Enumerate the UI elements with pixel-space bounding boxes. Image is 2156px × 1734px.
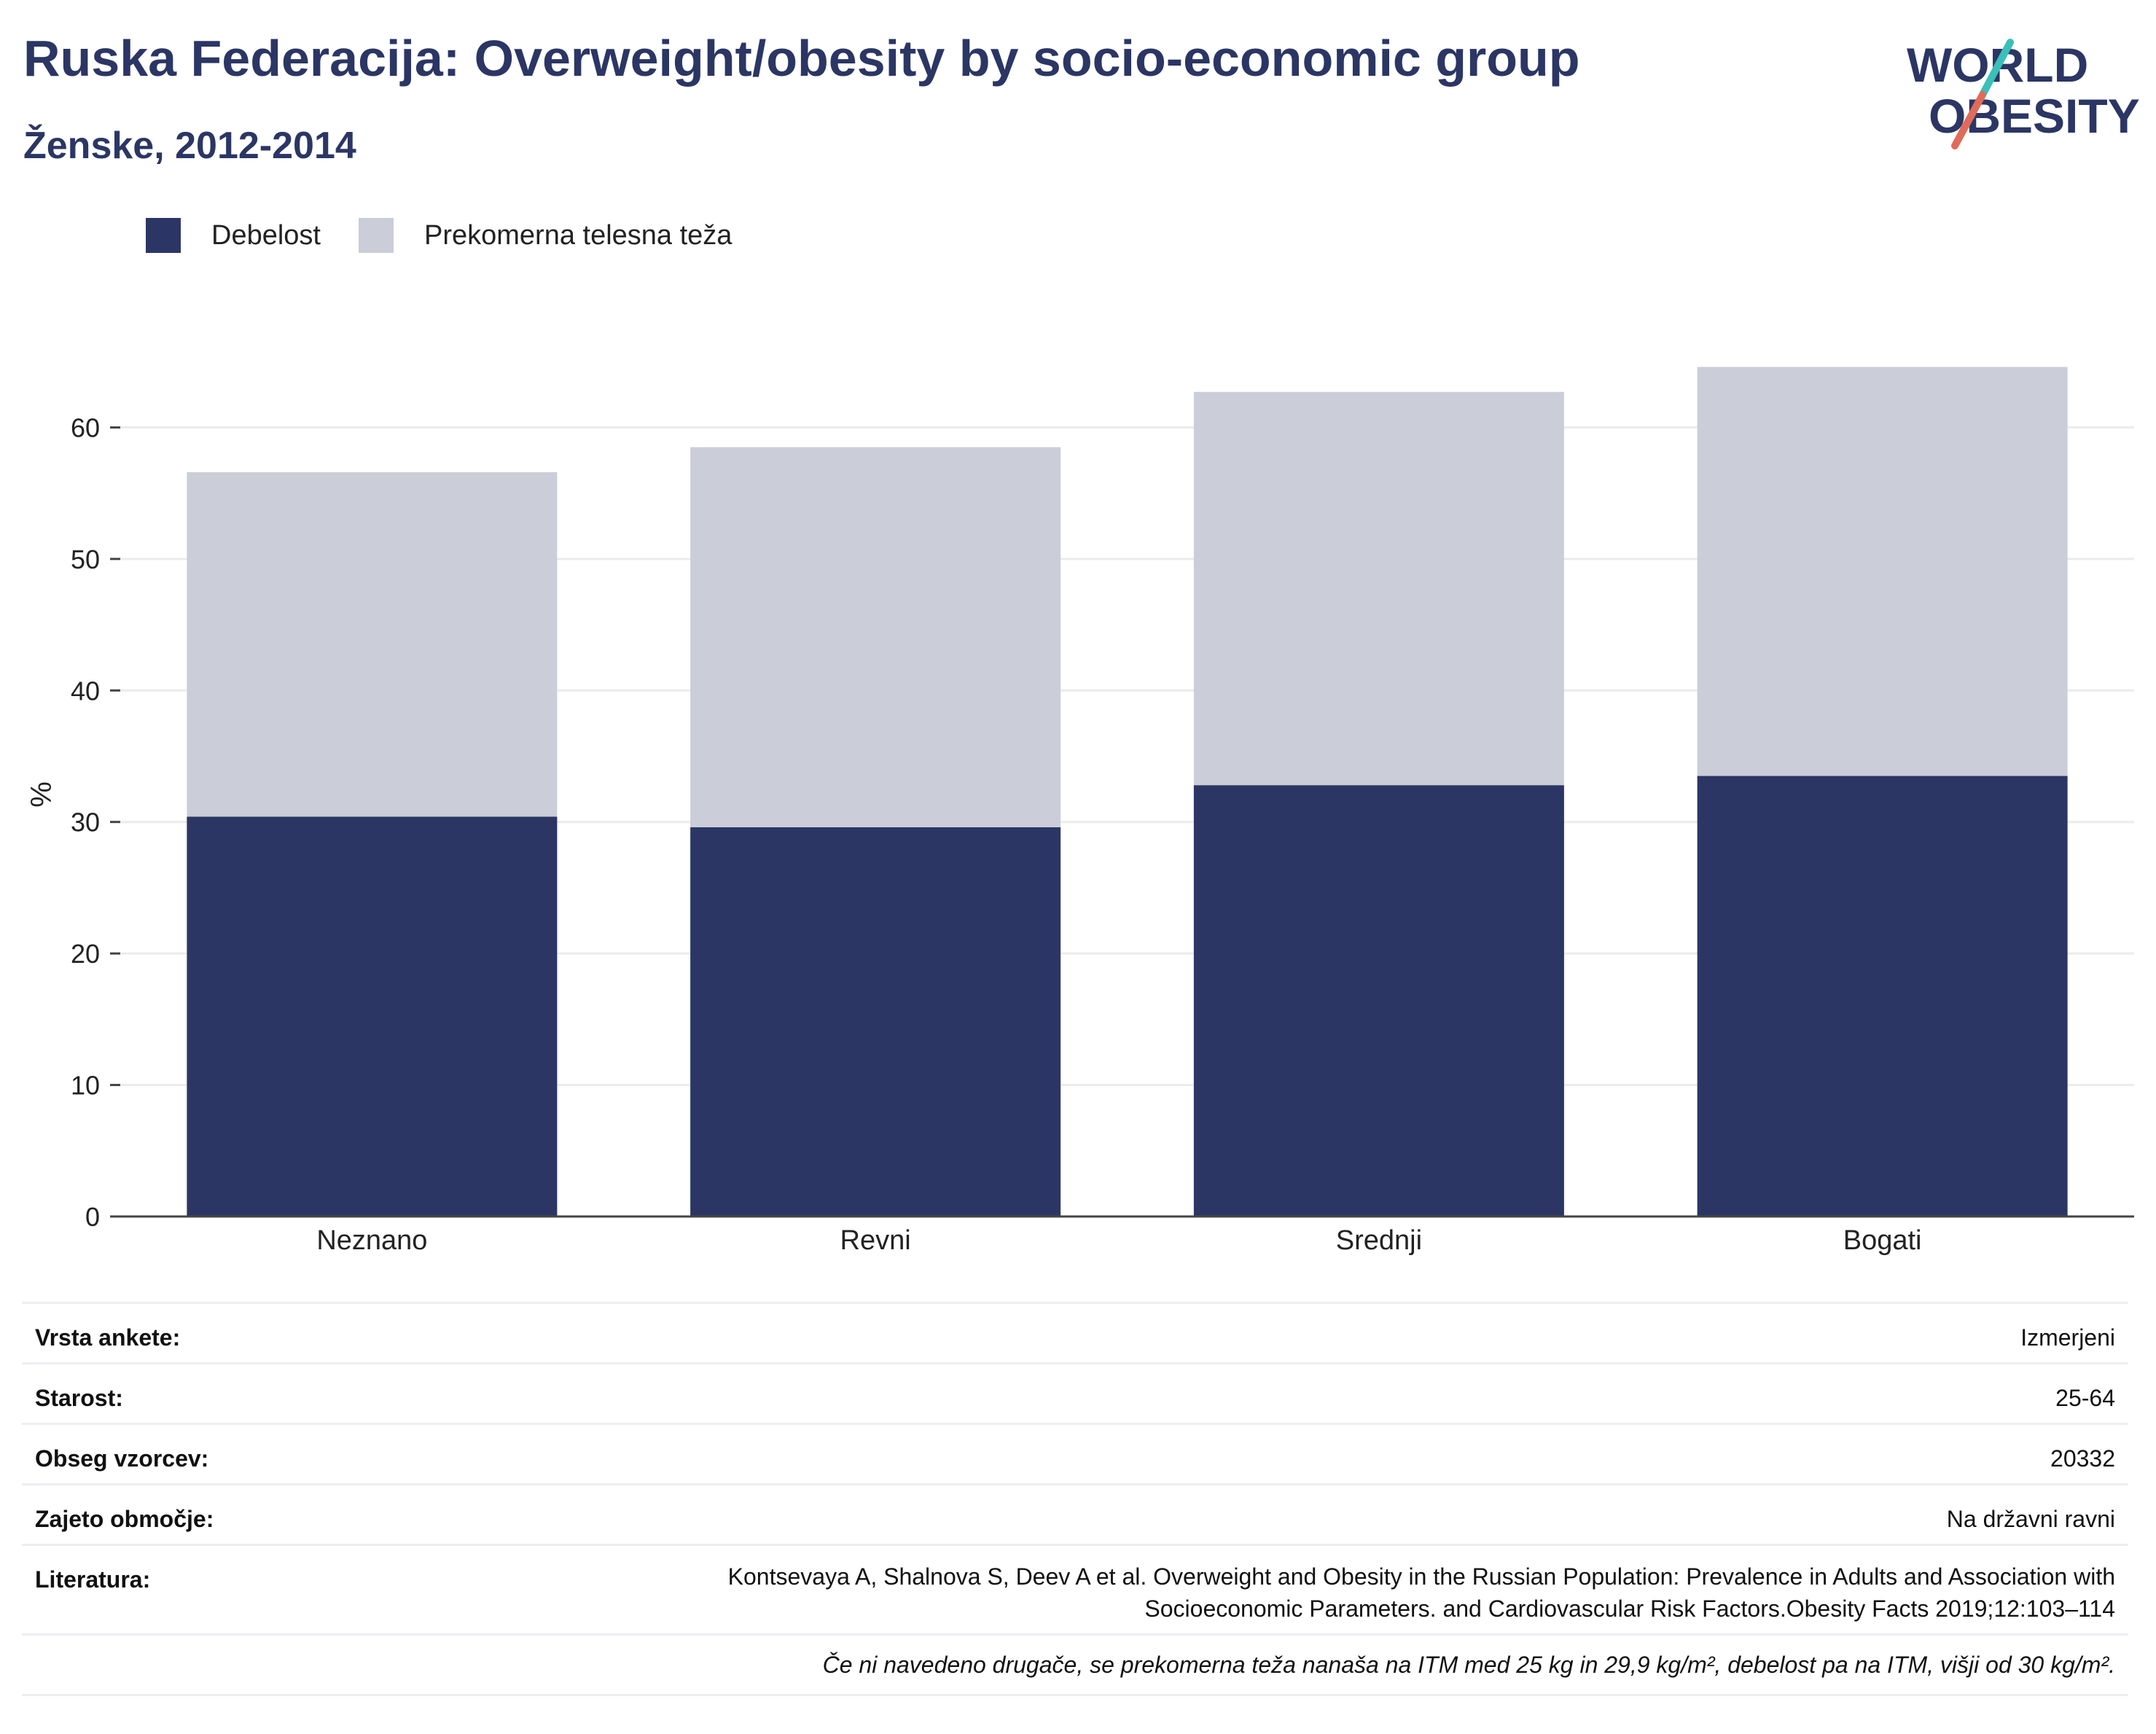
y-tick-label: 30 — [71, 808, 100, 837]
info-value: Na državni ravni — [1946, 1506, 2115, 1532]
info-key: Literatura: — [35, 1566, 151, 1593]
y-tick-label: 0 — [85, 1202, 100, 1232]
legend-swatch-overweight — [358, 218, 394, 253]
legend-item-overweight[interactable]: Prekomerna telesna teža — [358, 218, 733, 253]
world-obesity-logo: WORLD OBESITY — [1907, 38, 2140, 149]
info-key: Obseg vzorcev: — [35, 1445, 209, 1472]
bar-overweight — [187, 472, 558, 817]
info-key: Vrsta ankete: — [35, 1324, 181, 1351]
bar-obesity — [187, 816, 558, 1216]
info-key: Zajeto območje: — [35, 1506, 214, 1532]
bar-obesity — [1697, 776, 2068, 1216]
info-row-age: Starost: 25-64 — [22, 1362, 2128, 1423]
definition-note: Če ni navedeno drugače, se prekomerna te… — [822, 1652, 2115, 1678]
x-tick-label: Revni — [840, 1225, 911, 1256]
y-tick-label: 40 — [71, 676, 100, 706]
y-tick-label: 10 — [71, 1071, 100, 1101]
bar-overweight — [690, 447, 1061, 827]
y-axis-label: % — [26, 781, 58, 808]
info-value: 20332 — [2050, 1445, 2115, 1472]
legend-label-overweight: Prekomerna telesna teža — [423, 219, 733, 251]
literature-line-2: Socioeconomic Parameters. and Cardiovasc… — [1144, 1596, 2115, 1622]
chart-title: Ruska Federacija: Overweight/obesity by … — [23, 30, 1580, 87]
info-row-coverage: Zajeto območje: Na državni ravni — [22, 1483, 2128, 1544]
legend-label-obesity: Debelost — [211, 219, 321, 251]
y-tick-label: 20 — [71, 939, 100, 969]
x-tick-label: Bogati — [1843, 1225, 1922, 1256]
info-table: Vrsta ankete: Izmerjeni Starost: 25-64 O… — [22, 1302, 2128, 1696]
stacked-bar-chart: 0 10 20 30 40 50 60 Neznano Revni Srednji Bogati% — [26, 367, 2134, 1256]
y-tick-label: 60 — [71, 413, 100, 442]
legend-item-obesity[interactable]: Debelost — [146, 218, 321, 253]
bar-obesity — [1193, 785, 1564, 1216]
info-value-literature: Kontsevaya A, Shalnova S, Deev A et al. … — [728, 1561, 2115, 1625]
info-row-note: Če ni navedeno drugače, se prekomerna te… — [22, 1633, 2128, 1696]
info-row-literature: Literatura: Kontsevaya A, Shalnova S, De… — [22, 1544, 2128, 1633]
bar-overweight — [1697, 367, 2068, 776]
x-tick-label: Srednji — [1336, 1225, 1422, 1256]
literature-line-1: Kontsevaya A, Shalnova S, Deev A et al. … — [727, 1563, 2115, 1590]
chart-legend: Debelost Prekomerna telesna teža — [146, 217, 770, 254]
info-value: 25-64 — [2055, 1385, 2115, 1411]
info-row-survey-type: Vrsta ankete: Izmerjeni — [22, 1302, 2128, 1362]
chart-subtitle: Ženske, 2012-2014 — [23, 125, 356, 167]
info-key: Starost: — [35, 1385, 123, 1411]
logo-slash-teal — [1979, 39, 2014, 98]
info-row-sample-size: Obseg vzorcev: 20332 — [22, 1423, 2128, 1483]
x-tick-label: Neznano — [316, 1225, 427, 1256]
info-value: Izmerjeni — [2020, 1324, 2115, 1351]
bar-overweight — [1193, 391, 1564, 786]
logo-slash-coral — [1951, 91, 1986, 149]
y-tick-label: 50 — [71, 544, 100, 574]
legend-swatch-obesity — [146, 218, 181, 253]
bar-obesity — [690, 827, 1061, 1216]
